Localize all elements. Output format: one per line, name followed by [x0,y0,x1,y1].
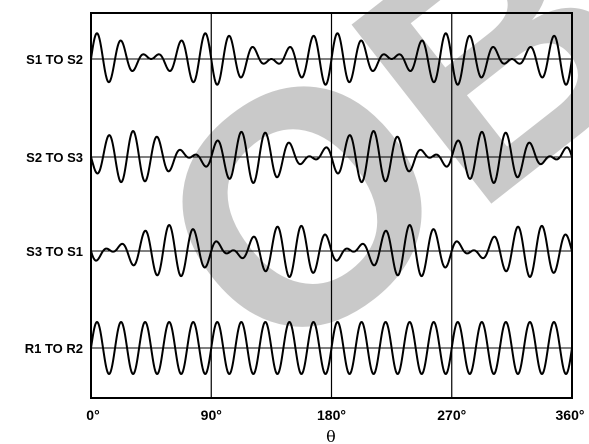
gridlines [210,13,453,398]
x-tick-label-3: 270° [437,407,466,423]
series-line-2 [90,223,573,279]
series [90,32,573,376]
series-label-2: S3 TO S1 [26,244,83,259]
series-line-3 [90,320,573,376]
x-tick-label-2: 180° [317,407,346,423]
series-line-0 [90,32,573,86]
x-tick-labels: 0° 90° 180° 270° 360° [86,407,584,423]
series-labels: S1 TO S2 S2 TO S3 S3 TO S1 R1 TO R2 [25,52,83,356]
x-tick-label-4: 360° [556,407,585,423]
series-label-0: S1 TO S2 [26,52,83,67]
x-axis-label: θ [326,427,336,444]
series-label-3: R1 TO R2 [25,341,83,356]
x-tick-label-1: 90° [201,407,222,423]
series-line-1 [90,129,573,185]
series-label-1: S2 TO S3 [26,150,83,165]
x-tick-label-0: 0° [86,407,99,423]
